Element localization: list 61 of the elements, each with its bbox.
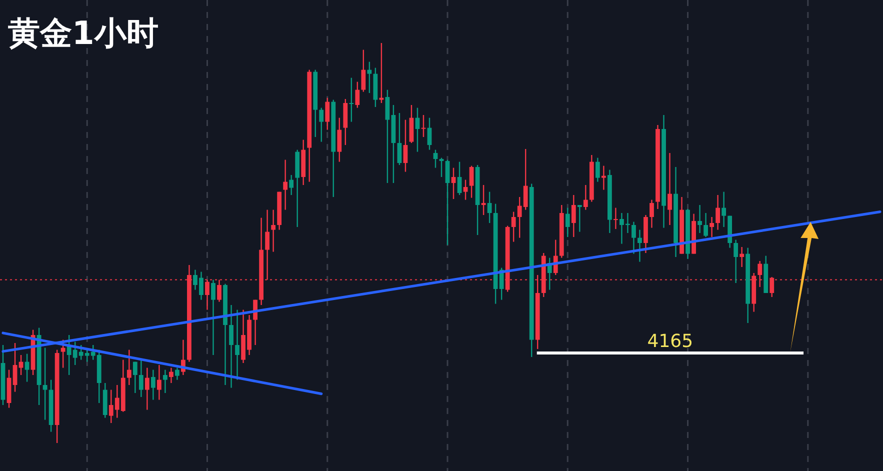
candlestick [403,119,408,172]
candlestick [601,165,606,190]
candlestick [349,77,354,122]
candlestick [229,304,234,388]
candlestick [379,42,384,104]
candlestick [710,216,714,238]
candlestick [698,204,702,234]
candlestick [12,342,18,392]
candlestick [150,369,156,400]
candlestick [704,212,708,238]
candlestick [162,369,168,394]
candlestick [18,354,24,376]
candlestick [397,112,402,166]
candlestick [457,161,462,196]
candlestick [565,207,570,238]
candlestick [463,179,468,200]
candlestick [638,229,642,262]
candlestick [668,152,672,226]
candlestick [211,279,216,356]
candlestick [716,194,720,230]
candlestick [60,339,66,368]
candlestick [138,359,144,398]
candlestick [271,209,276,252]
candlestick [481,184,486,216]
candlestick [577,204,582,232]
candlestick [613,207,618,230]
candlestick [734,239,738,284]
candlestick [571,194,576,238]
candlestick [319,107,324,142]
candlestick [469,165,474,198]
candlestick [283,159,288,210]
candlestick [235,309,240,380]
candlestick [511,211,516,242]
candlestick [439,157,444,178]
candlestick [144,367,150,410]
candlestick [445,159,450,246]
chart-title: 黄金1小时 [8,14,158,52]
candlestick [132,361,138,394]
candlestick [325,97,330,130]
candlestick [168,367,174,384]
candlestick [289,174,294,196]
candlestick [427,117,432,150]
candlestick [595,157,600,182]
candlestick [361,49,366,92]
candlestick [175,367,180,380]
candlestick [650,199,654,228]
candlestick [451,167,456,200]
candlestick [632,221,636,254]
candlestick [367,61,372,94]
candlestick [487,191,492,224]
candlestick [355,81,360,108]
annotation: 4165 [647,331,694,352]
candlestick [126,349,132,386]
candlestick [722,191,726,228]
candlestick [740,246,744,268]
candlestick [433,149,438,168]
candlestick [156,364,162,400]
candlestick [42,347,48,420]
candlestick [24,353,30,382]
candlestick [583,184,588,210]
candlestick [337,117,342,162]
